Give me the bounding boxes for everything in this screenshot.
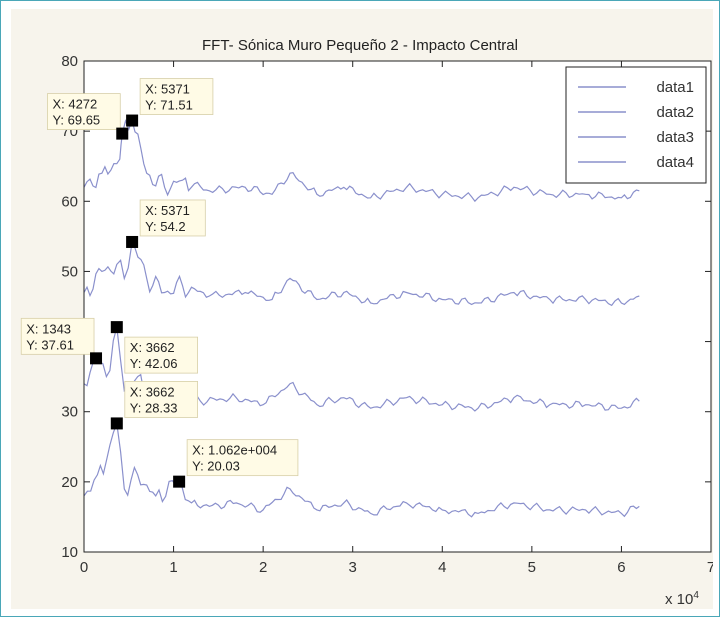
datatip-x-label: X: 1.062e+004 <box>192 443 277 458</box>
datatip-y-label: Y: 28.33 <box>130 400 178 415</box>
datatip-y-label: Y: 20.03 <box>192 459 240 474</box>
y-tick-label: 50 <box>61 263 78 280</box>
series-line-data2 <box>83 239 640 307</box>
datatip-marker <box>116 127 129 140</box>
y-tick-label: 20 <box>61 474 78 491</box>
datatip-marker <box>126 235 139 248</box>
datatip-box <box>20 317 95 355</box>
datatip-marker <box>90 352 103 365</box>
datatip-y-label: Y: 54.2 <box>145 219 185 234</box>
datatip-box <box>186 439 299 477</box>
x-tick-label: 1 <box>169 559 177 576</box>
datatip-marker <box>110 321 123 334</box>
datatip-y-label: Y: 71.51 <box>145 98 193 113</box>
datatip-marker <box>173 475 186 488</box>
datatip-box <box>139 78 214 115</box>
legend-label-data2: data2 <box>656 104 694 121</box>
x-tick-label: 4 <box>438 559 446 576</box>
legend-label-data1: data1 <box>656 79 694 96</box>
datatip-x-label: X: 3662 <box>130 384 175 399</box>
x-multiplier: x 104 <box>665 590 699 608</box>
x-multiplier-base: x 10 <box>665 591 693 608</box>
fft-chart: FFT- Sónica Muro Pequeño 2 - Impacto Cen… <box>20 37 713 608</box>
datatip-x-label: X: 4272 <box>52 97 97 112</box>
datatip-marker <box>126 114 139 127</box>
plot-border <box>83 60 712 553</box>
datatip-box <box>124 381 199 418</box>
y-tick-label: 30 <box>61 404 78 421</box>
y-tick-label: 10 <box>61 544 78 561</box>
datatip-x-label: X: 5371 <box>145 82 190 97</box>
datatip-x-label: X: 1343 <box>26 321 71 336</box>
datatip-x-label: X: 3662 <box>130 340 175 355</box>
datatip-box <box>139 199 206 237</box>
datatip-y-label: Y: 42.06 <box>130 356 178 371</box>
x-tick-label: 5 <box>528 559 536 576</box>
x-tick-label: 6 <box>617 559 625 576</box>
x-tick-label: 2 <box>259 559 267 576</box>
legend-label-data3: data3 <box>656 129 694 146</box>
x-tick-label: 0 <box>80 559 88 576</box>
legend-label-data4: data4 <box>656 154 694 171</box>
datatip-box <box>47 93 121 130</box>
y-tick-label: 60 <box>61 193 78 210</box>
figure-window: FFT- Sónica Muro Pequeño 2 - Impacto Cen… <box>11 9 713 609</box>
x-tick-label: 3 <box>349 559 357 576</box>
series-line-data1 <box>83 118 640 203</box>
datatip-box <box>124 336 199 374</box>
chart-title: FFT- Sónica Muro Pequeño 2 - Impacto Cen… <box>202 37 518 54</box>
datatip-y-label: Y: 37.61 <box>26 337 74 352</box>
datatip-marker <box>110 417 123 430</box>
x-tick-label: 7 <box>707 559 713 576</box>
y-tick-label: 80 <box>61 53 78 70</box>
datatip-y-label: Y: 69.65 <box>52 113 100 128</box>
datatip-x-label: X: 5371 <box>145 203 190 218</box>
x-multiplier-exponent: 4 <box>693 590 699 601</box>
